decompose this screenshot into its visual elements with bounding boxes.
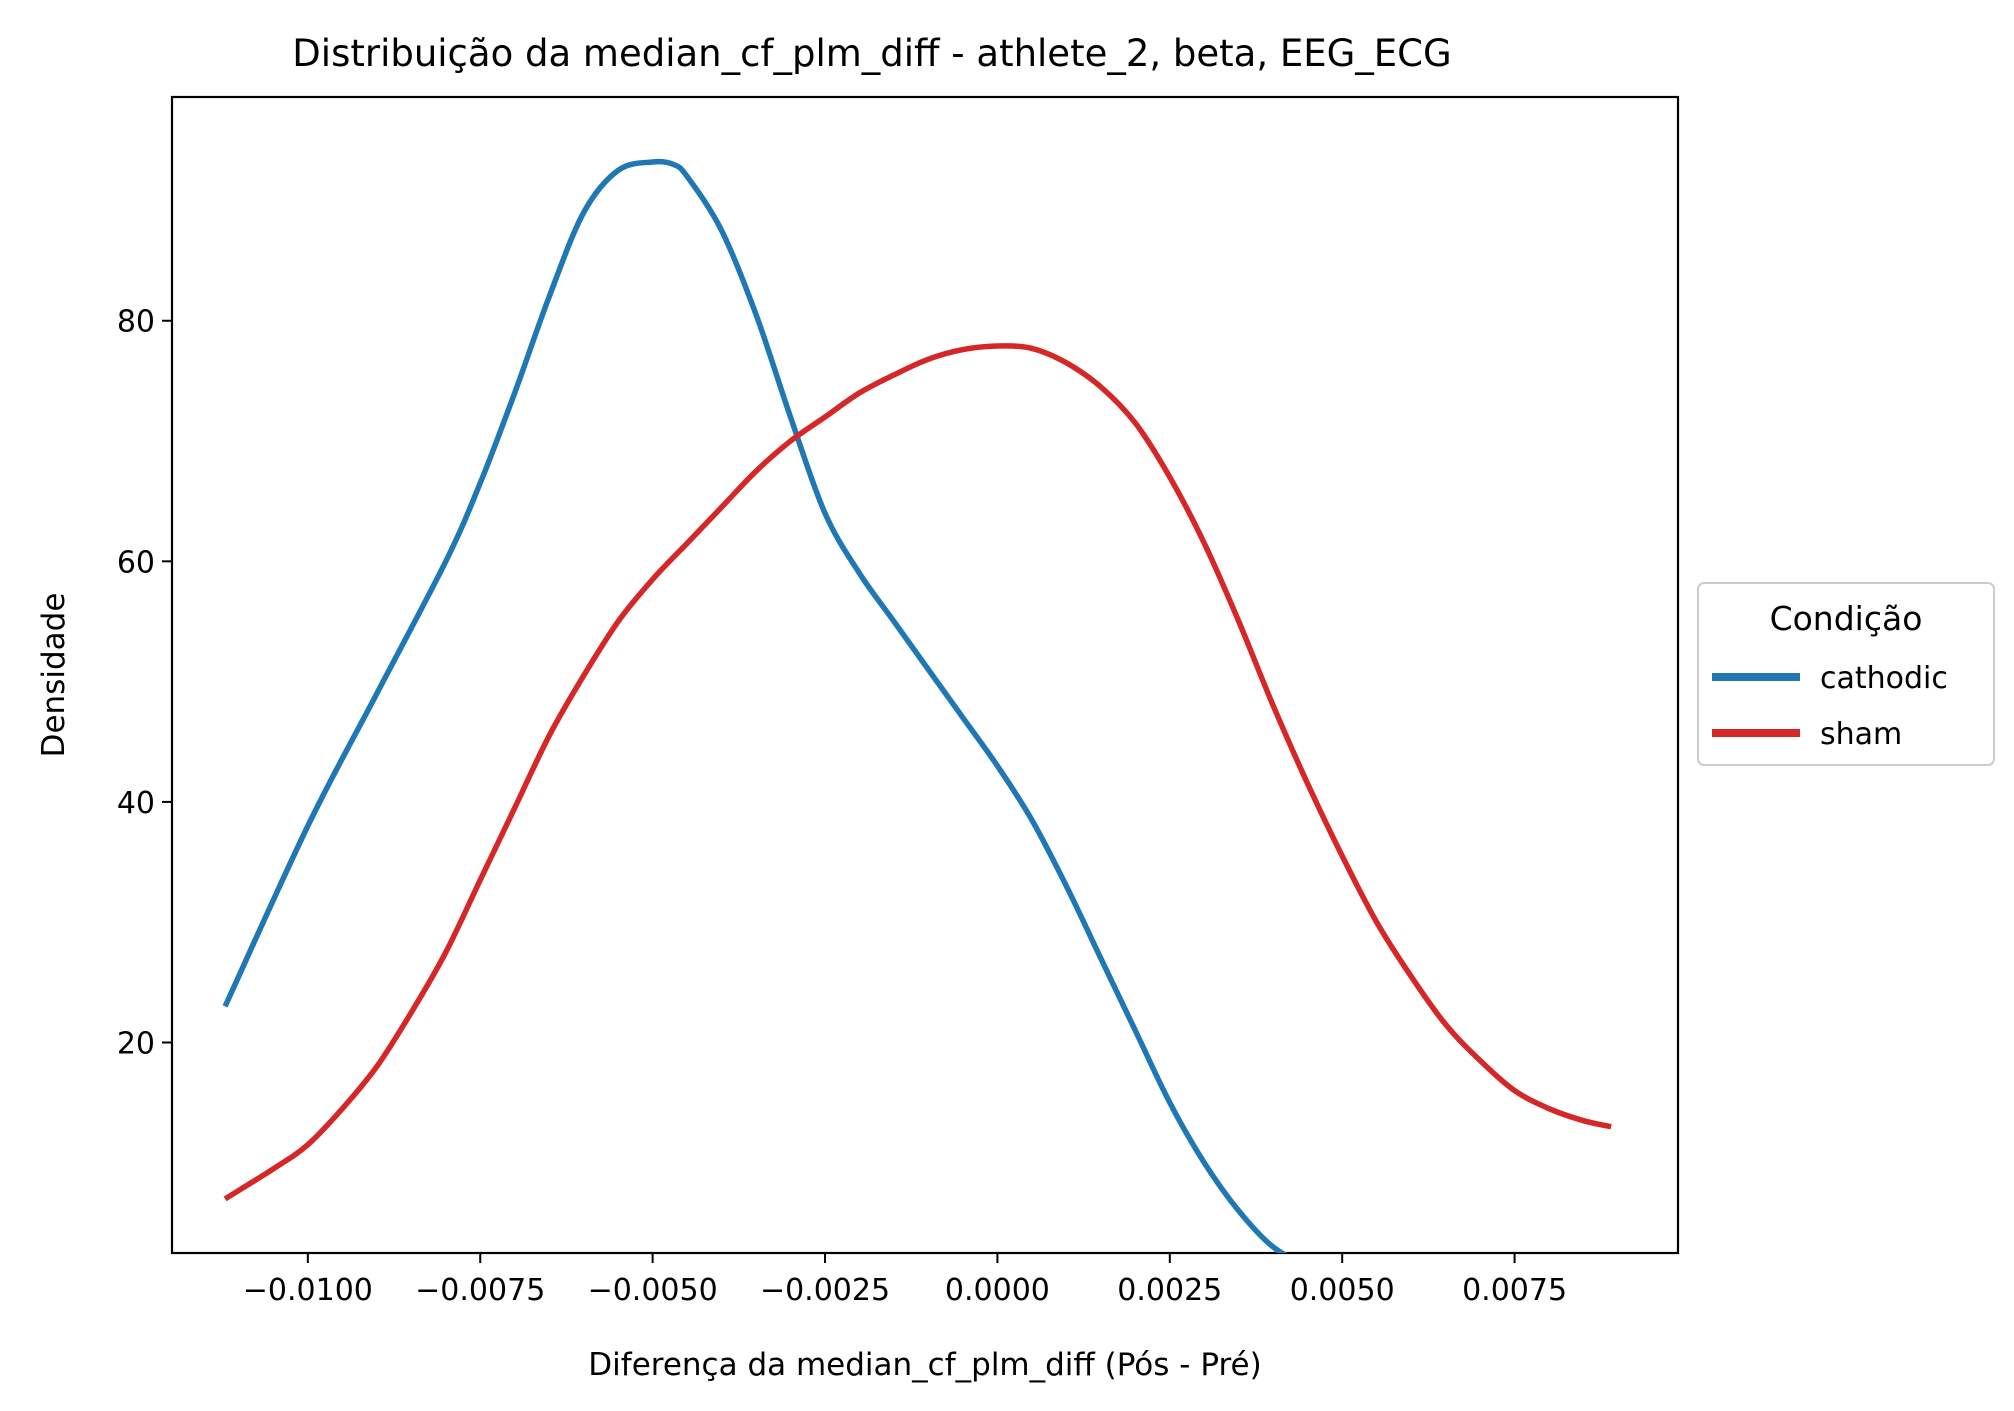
y-tick-label: 80 xyxy=(117,305,155,340)
y-tick-label: 40 xyxy=(117,786,155,821)
series-lines xyxy=(222,158,1612,1253)
x-tick-label: −0.0075 xyxy=(415,1273,545,1308)
plot-frame xyxy=(170,95,1680,1255)
x-tick-label: 0.0075 xyxy=(1462,1273,1567,1308)
legend: Condição cathodic sham xyxy=(1697,582,1995,766)
y-tick-label: 20 xyxy=(117,1026,155,1061)
series-line-cathodic xyxy=(222,158,1288,1253)
legend-title: Condição xyxy=(1770,599,1923,638)
legend-frame xyxy=(1697,582,1995,766)
series-line-sham xyxy=(223,343,1612,1202)
x-tick-label: −0.0100 xyxy=(243,1273,373,1308)
y-tick-label: 60 xyxy=(117,545,155,580)
x-axis-label: Diferença da median_cf_plm_diff (Pós - P… xyxy=(588,1347,1261,1383)
legend-label-cathodic: cathodic xyxy=(1820,661,1948,696)
x-tick-label: −0.0050 xyxy=(588,1273,718,1308)
x-tick-label: 0.0025 xyxy=(1117,1273,1222,1308)
chart-title: Distribuição da median_cf_plm_diff - ath… xyxy=(292,32,1451,75)
y-axis-label: Densidade xyxy=(36,593,72,758)
x-tick-label: −0.0025 xyxy=(760,1273,890,1308)
x-tick-label: 0.0050 xyxy=(1290,1273,1395,1308)
y-axis: 20 40 60 80 xyxy=(117,305,172,1061)
plot-area xyxy=(170,95,1680,1255)
legend-label-sham: sham xyxy=(1820,717,1902,752)
x-axis: −0.0100 −0.0075 −0.0050 −0.0025 0.0000 0.0025… xyxy=(243,1253,1567,1308)
x-tick-label: 0.0000 xyxy=(945,1273,1050,1308)
